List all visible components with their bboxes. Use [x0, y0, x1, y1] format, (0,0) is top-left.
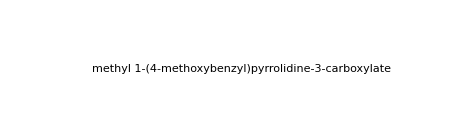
- Text: methyl 1-(4-methoxybenzyl)pyrrolidine-3-carboxylate: methyl 1-(4-methoxybenzyl)pyrrolidine-3-…: [92, 64, 391, 74]
